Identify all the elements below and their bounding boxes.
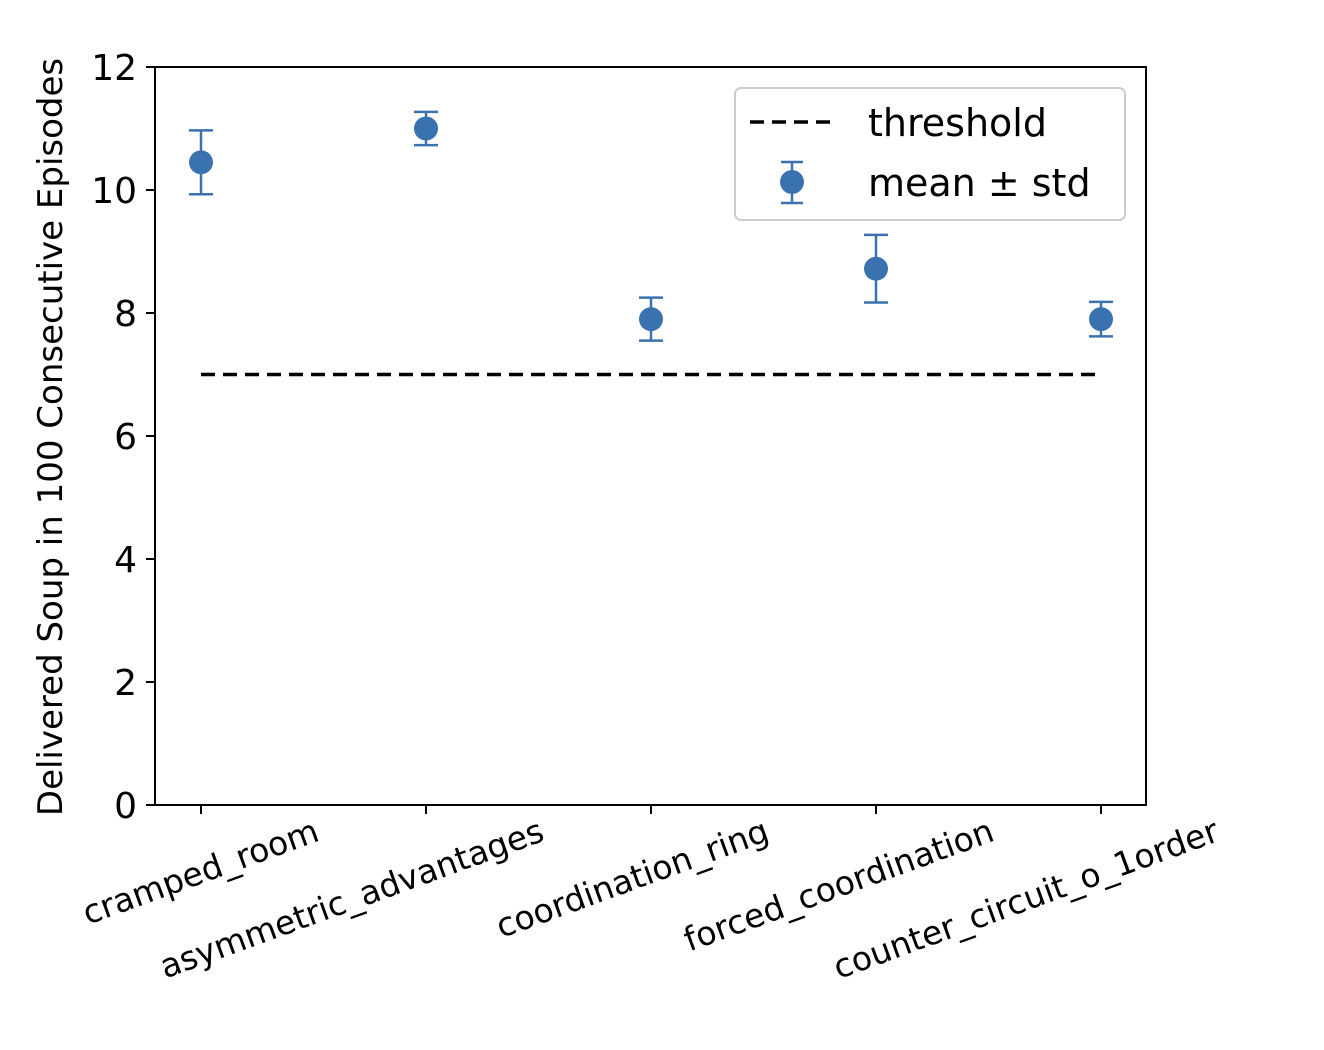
legend-series-label: mean ± std: [868, 161, 1091, 205]
y-tick-label: 6: [114, 417, 137, 458]
y-axis-label: Delivered Soup in 100 Consecutive Episod…: [31, 58, 71, 816]
legend: threshold mean ± std: [734, 87, 1126, 221]
data-point: [414, 116, 438, 141]
y-axis: 0 2 4 6 8 10 12: [91, 48, 155, 827]
legend-series-swatch-marker: [780, 170, 804, 194]
x-tick-label: asymmetric_advantages: [155, 811, 549, 986]
data-point: [864, 256, 888, 281]
legend-threshold-label: threshold: [868, 101, 1047, 145]
y-tick-label: 8: [114, 294, 137, 335]
y-tick-label: 4: [114, 540, 137, 581]
legend-box: [734, 87, 1126, 221]
x-axis: cramped_roomasymmetric_advantagescoordin…: [77, 805, 1224, 987]
y-tick-label: 2: [114, 663, 137, 704]
data-point: [639, 307, 663, 332]
y-tick-label: 12: [91, 48, 137, 89]
x-tick-label: counter_circuit_o_1order: [828, 811, 1224, 987]
y-tick-label: 0: [114, 786, 137, 827]
data-point: [189, 150, 213, 175]
data-point: [1089, 307, 1113, 332]
points-layer: [189, 110, 1113, 342]
y-tick-label: 10: [91, 171, 137, 212]
